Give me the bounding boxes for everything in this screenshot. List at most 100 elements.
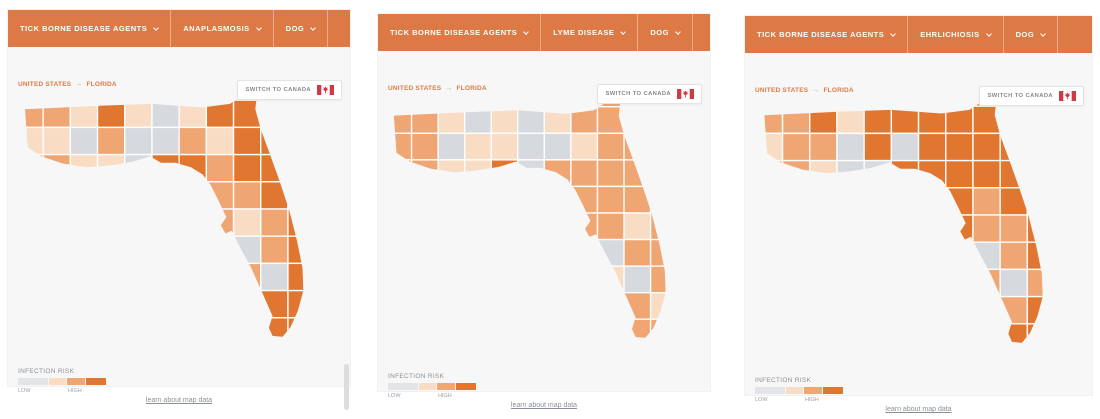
- county-cell[interactable]: [205, 235, 235, 265]
- learn-about-map-data-link[interactable]: learn about map data: [145, 397, 213, 404]
- county-cell[interactable]: [259, 153, 289, 183]
- county-cell[interactable]: [543, 106, 572, 134]
- county-cell[interactable]: [755, 132, 784, 162]
- county-cell[interactable]: [649, 238, 677, 267]
- county-cell[interactable]: [999, 187, 1028, 216]
- county-cell[interactable]: [972, 132, 1001, 162]
- county-cell[interactable]: [569, 238, 598, 267]
- county-cell[interactable]: [516, 159, 545, 188]
- county-cell[interactable]: [437, 106, 465, 134]
- county-cell[interactable]: [259, 235, 289, 265]
- county-cell[interactable]: [569, 212, 598, 241]
- dropdown-disease[interactable]: LYME DISEASE: [541, 14, 639, 51]
- county-cell[interactable]: [623, 238, 651, 267]
- county-cell[interactable]: [972, 268, 1001, 298]
- county-cell[interactable]: [543, 185, 572, 214]
- county-cell[interactable]: [205, 208, 235, 237]
- county-cell[interactable]: [42, 153, 71, 183]
- county-cell[interactable]: [1026, 214, 1054, 243]
- county-cell[interactable]: [178, 153, 207, 183]
- county-cell[interactable]: [385, 132, 412, 161]
- panel-scrollbar[interactable]: [344, 364, 349, 410]
- county-cell[interactable]: [649, 265, 677, 294]
- county-cell[interactable]: [890, 132, 920, 162]
- county-cell[interactable]: [596, 238, 625, 267]
- county-cell[interactable]: [69, 153, 99, 183]
- county-cell[interactable]: [890, 159, 920, 189]
- breadcrumb-country-link[interactable]: UNITED STATES: [388, 85, 442, 92]
- county-cell[interactable]: [232, 153, 262, 183]
- county-cell[interactable]: [1026, 187, 1054, 216]
- county-cell[interactable]: [623, 159, 651, 188]
- county-cell[interactable]: [287, 235, 315, 265]
- dropdown-disease[interactable]: ANAPLASMOSIS: [171, 10, 274, 47]
- breadcrumb-country-link[interactable]: UNITED STATES: [755, 87, 809, 94]
- county-cell[interactable]: [623, 132, 651, 161]
- county-cell[interactable]: [945, 79, 974, 107]
- county-cell[interactable]: [999, 268, 1028, 298]
- county-cell[interactable]: [596, 265, 625, 294]
- county-cell[interactable]: [623, 292, 651, 320]
- county-cell[interactable]: [463, 132, 492, 161]
- county-cell[interactable]: [16, 126, 44, 156]
- county-cell[interactable]: [151, 99, 180, 129]
- county-cell[interactable]: [945, 241, 974, 271]
- county-cell[interactable]: [463, 159, 492, 188]
- county-cell[interactable]: [917, 159, 947, 189]
- dropdown-disease[interactable]: EHRLICHIOSIS: [908, 16, 1004, 53]
- county-cell[interactable]: [123, 153, 153, 183]
- county-cell[interactable]: [649, 292, 677, 320]
- county-cell[interactable]: [972, 105, 1001, 135]
- county-cell[interactable]: [259, 181, 289, 210]
- county-cell[interactable]: [945, 159, 974, 189]
- county-cell[interactable]: [385, 106, 412, 134]
- county-cell[interactable]: [809, 159, 838, 189]
- county-cell[interactable]: [999, 214, 1028, 243]
- county-cell[interactable]: [999, 295, 1028, 325]
- county-cell[interactable]: [205, 126, 235, 156]
- county-cell[interactable]: [999, 241, 1028, 271]
- dropdown-disease-agent-type[interactable]: TICK BORNE DISEASE AGENTS: [378, 14, 542, 51]
- county-cell[interactable]: [205, 181, 235, 210]
- county-cell[interactable]: [42, 126, 71, 156]
- learn-about-map-data-link[interactable]: learn about map data: [510, 402, 578, 409]
- county-cell[interactable]: [836, 132, 865, 162]
- county-cell[interactable]: [836, 105, 865, 135]
- county-cell[interactable]: [232, 126, 262, 156]
- county-cell[interactable]: [205, 153, 235, 183]
- county-cell[interactable]: [1026, 268, 1054, 298]
- county-cell[interactable]: [490, 159, 519, 188]
- county-cell[interactable]: [809, 132, 838, 162]
- county-cell[interactable]: [151, 153, 180, 183]
- county-cell[interactable]: [259, 208, 289, 237]
- county-cell[interactable]: [287, 289, 315, 319]
- county-cell[interactable]: [623, 318, 651, 346]
- county-cell[interactable]: [287, 262, 315, 292]
- county-cell[interactable]: [123, 126, 153, 156]
- county-cell[interactable]: [945, 132, 974, 162]
- county-cell[interactable]: [649, 185, 677, 214]
- county-cell[interactable]: [972, 187, 1001, 216]
- county-cell[interactable]: [205, 73, 235, 101]
- county-cell[interactable]: [232, 181, 262, 210]
- county-cell[interactable]: [917, 132, 947, 162]
- county-cell[interactable]: [890, 105, 920, 135]
- county-cell[interactable]: [123, 99, 153, 129]
- county-cell[interactable]: [863, 159, 892, 189]
- county-cell[interactable]: [972, 241, 1001, 271]
- county-cell[interactable]: [1026, 295, 1054, 325]
- county-cell[interactable]: [259, 126, 289, 156]
- county-cell[interactable]: [972, 159, 1001, 189]
- county-cell[interactable]: [649, 318, 677, 346]
- county-cell[interactable]: [836, 159, 865, 189]
- dropdown-species[interactable]: DOG: [1004, 16, 1059, 53]
- county-cell[interactable]: [569, 80, 598, 108]
- county-cell[interactable]: [755, 159, 784, 189]
- county-cell[interactable]: [178, 181, 207, 210]
- county-cell[interactable]: [232, 235, 262, 265]
- county-cell[interactable]: [972, 214, 1001, 243]
- county-cell[interactable]: [259, 289, 289, 319]
- dropdown-species[interactable]: DOG: [638, 14, 693, 51]
- county-cell[interactable]: [781, 159, 811, 189]
- county-cell[interactable]: [437, 132, 465, 161]
